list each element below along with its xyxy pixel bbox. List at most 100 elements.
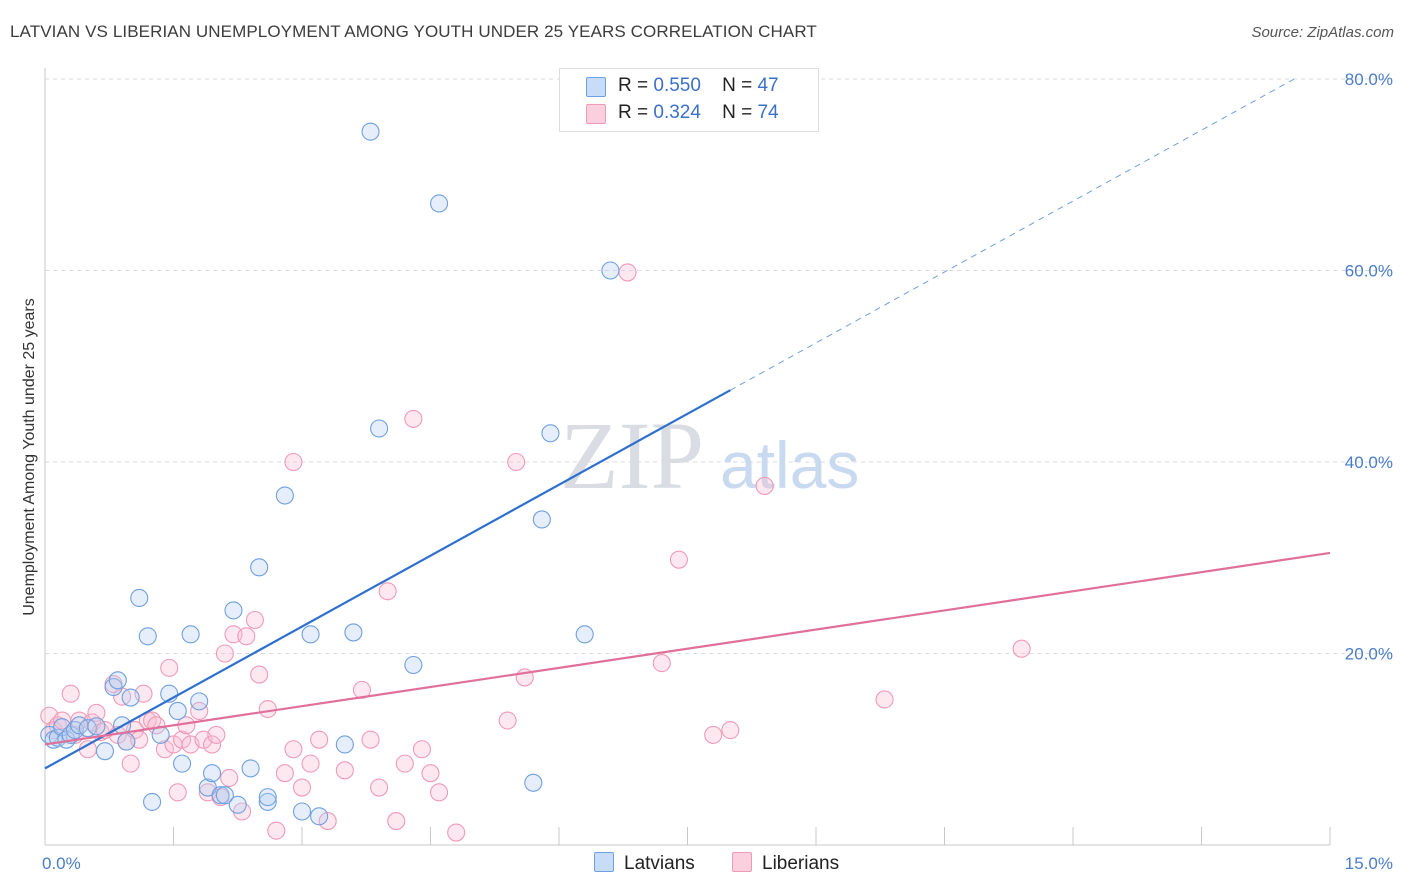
x-tick-label-min: 0.0% <box>42 854 81 873</box>
legend-latvians-r-label: R = <box>618 75 649 96</box>
liberians-point <box>310 730 329 749</box>
liberians-point <box>160 658 179 677</box>
latvians-point <box>250 558 269 577</box>
y-tick-label: 20.0% <box>1345 645 1393 664</box>
latvians-point <box>335 735 354 754</box>
legend-latvians-n-value: 47 <box>757 75 779 96</box>
liberians-swatch <box>586 104 606 124</box>
bottom-legend-liberians: Liberians <box>732 852 839 875</box>
latvians-point <box>241 759 260 778</box>
latvians-point <box>301 625 320 644</box>
trend-lines <box>44 78 1331 770</box>
liberians-point <box>395 754 414 773</box>
latvians-point <box>211 786 230 805</box>
chart-title: LATVIAN VS LIBERIAN UNEMPLOYMENT AMONG Y… <box>10 22 817 41</box>
legend-latvians-text: R = 0.550 N = 47 <box>618 75 779 97</box>
liberians-point <box>755 476 774 495</box>
latvians-point <box>203 764 222 783</box>
liberians-point <box>207 725 226 744</box>
liberians-point <box>652 654 671 673</box>
y-tick-label: 60.0% <box>1345 262 1393 281</box>
liberians-points <box>40 263 1031 842</box>
x-tick-label-max: 15.0% <box>1345 854 1393 873</box>
y-tick-label: 80.0% <box>1345 70 1393 89</box>
latvians-point <box>190 692 209 711</box>
legend-liberians-r-value: 0.324 <box>653 102 701 123</box>
grid-lines <box>45 78 1392 654</box>
liberians-point <box>250 665 269 684</box>
legend-liberians-n-label: N = <box>722 102 753 123</box>
liberians-point <box>155 740 174 759</box>
latvians-point <box>258 792 277 811</box>
liberians-point <box>507 452 526 472</box>
liberians-point <box>220 768 239 788</box>
latvians-trend-extension <box>730 78 1295 391</box>
liberians-point <box>87 703 106 722</box>
bottom-legend-latvians: Latvians <box>594 852 695 875</box>
latvians-point <box>541 424 560 443</box>
latvians-point <box>143 792 162 811</box>
legend-latvians-n-label: N = <box>722 75 753 96</box>
liberians-point <box>447 823 466 842</box>
latvians-point <box>575 625 594 644</box>
y-tick-label: 40.0% <box>1345 453 1393 472</box>
latvians-point <box>228 795 247 814</box>
liberians-point <box>618 263 637 282</box>
liberians-point <box>387 812 406 831</box>
legend-liberians-n-value: 74 <box>757 102 779 123</box>
liberians-point <box>669 550 688 569</box>
latvians-point <box>108 671 127 690</box>
liberians-point <box>421 764 440 783</box>
liberians-point <box>498 711 517 730</box>
liberians-point <box>203 735 222 754</box>
liberians-point <box>404 409 423 428</box>
latvians-point <box>138 627 157 646</box>
liberians-point <box>292 778 312 797</box>
watermark: ZIP atlas <box>560 402 859 509</box>
liberians-point <box>301 754 320 773</box>
liberians-point <box>61 684 80 703</box>
liberians-point <box>1012 639 1031 658</box>
latvians-point <box>121 688 140 707</box>
latvians-point <box>404 655 423 675</box>
liberians-trend-line <box>44 551 1331 746</box>
x-tick-labels: 0.0% 15.0% <box>42 854 1393 873</box>
liberians-point <box>430 783 449 802</box>
liberians-point <box>173 730 192 749</box>
liberians-point <box>267 821 286 840</box>
bottom-latvians-label: Latvians <box>624 853 695 874</box>
latvians-point <box>215 786 234 805</box>
liberians-point <box>318 812 337 831</box>
liberians-point <box>121 754 140 773</box>
latvians-point <box>344 623 363 642</box>
legend-liberians-text: R = 0.324 N = 74 <box>618 102 779 124</box>
latvians-point <box>258 788 277 807</box>
liberians-point <box>721 721 740 740</box>
latvians-point <box>224 601 243 620</box>
watermark-zip: ZIP <box>560 402 704 509</box>
liberians-point <box>215 644 234 663</box>
latvians-point <box>430 194 449 213</box>
latvians-point <box>310 807 329 826</box>
liberians-point <box>237 627 256 646</box>
bottom-latvians-swatch <box>594 852 614 872</box>
legend: R = 0.550 N = 47 R = 0.324 N = 74 <box>559 68 819 132</box>
axes <box>44 68 1331 846</box>
latvians-point <box>130 588 149 608</box>
latvians-point <box>532 510 551 529</box>
liberians-point <box>284 740 303 759</box>
latvians-point <box>168 701 187 721</box>
bottom-liberians-label: Liberians <box>762 853 840 874</box>
liberians-point <box>370 778 389 797</box>
liberians-point <box>275 764 294 783</box>
source-label: Source: ZipAtlas.com <box>1251 24 1394 41</box>
liberians-point <box>378 582 397 601</box>
latvians-swatch <box>586 77 606 97</box>
latvians-point <box>275 486 294 505</box>
latvians-point <box>95 742 115 761</box>
liberians-point <box>412 740 431 759</box>
liberians-point <box>284 452 303 472</box>
liberians-point <box>704 725 723 744</box>
latvians-point <box>601 261 620 280</box>
